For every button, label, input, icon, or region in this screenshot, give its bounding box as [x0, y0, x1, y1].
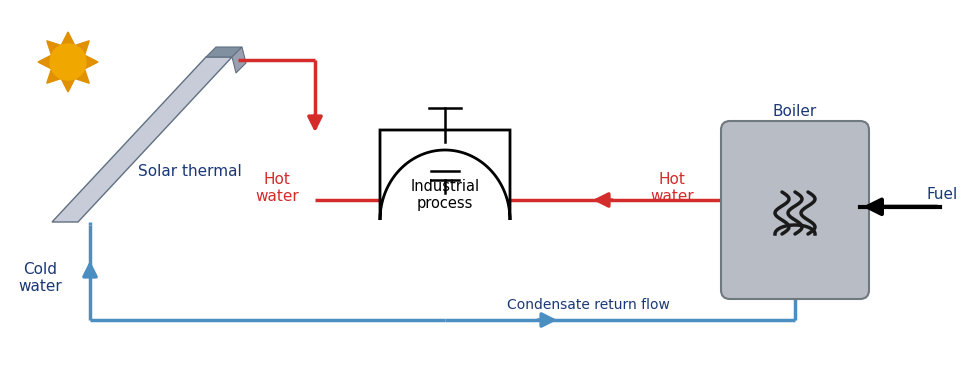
Polygon shape	[47, 69, 61, 83]
FancyBboxPatch shape	[721, 121, 869, 299]
Polygon shape	[62, 32, 75, 45]
Polygon shape	[75, 69, 89, 83]
Polygon shape	[232, 47, 246, 73]
Text: Boiler: Boiler	[773, 104, 817, 120]
Polygon shape	[38, 55, 52, 69]
Polygon shape	[62, 79, 75, 92]
Text: Hot
water: Hot water	[650, 172, 694, 204]
Polygon shape	[85, 55, 98, 69]
Text: Condensate return flow: Condensate return flow	[506, 298, 669, 312]
Polygon shape	[75, 41, 89, 55]
Circle shape	[50, 44, 86, 80]
Text: Hot
water: Hot water	[255, 172, 299, 204]
Text: Cold
water: Cold water	[19, 262, 62, 294]
Polygon shape	[380, 130, 510, 220]
Text: Solar thermal: Solar thermal	[138, 165, 242, 179]
Text: Fuel: Fuel	[927, 187, 958, 202]
Polygon shape	[47, 41, 61, 55]
Text: Industrial
process: Industrial process	[410, 179, 480, 211]
Polygon shape	[52, 57, 232, 222]
Polygon shape	[206, 47, 242, 57]
